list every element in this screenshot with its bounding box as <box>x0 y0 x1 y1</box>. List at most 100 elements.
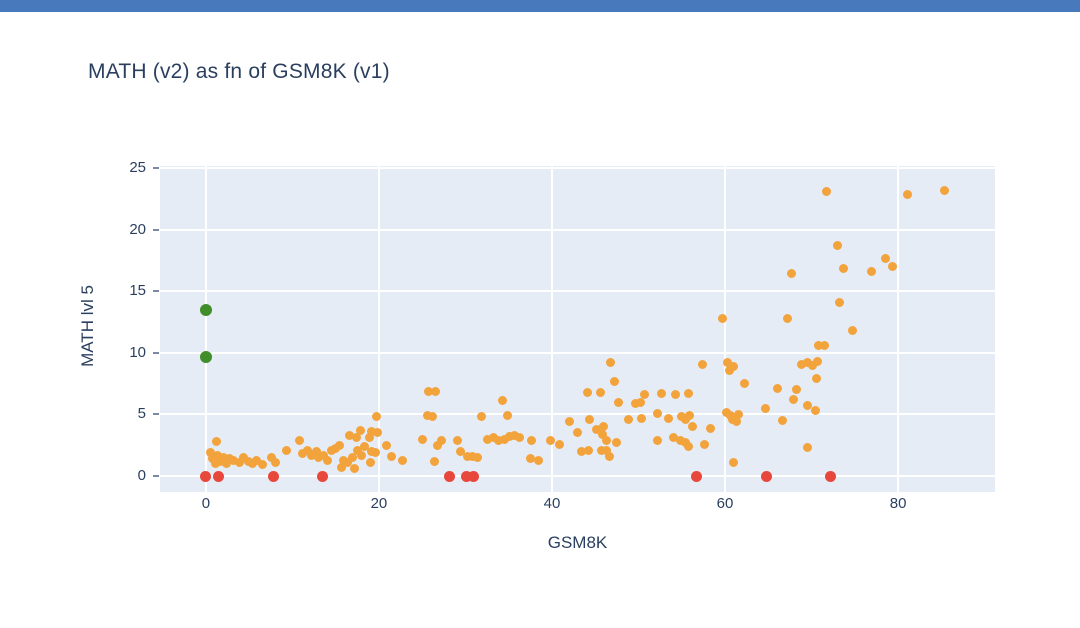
scatter-point-orange[interactable] <box>514 433 524 443</box>
scatter-point-red[interactable] <box>213 470 225 482</box>
scatter-point-orange[interactable] <box>810 406 820 416</box>
scatter-point-orange[interactable] <box>595 387 605 397</box>
scatter-point-orange[interactable] <box>812 374 822 384</box>
scatter-point-orange[interactable] <box>731 417 741 427</box>
scatter-point-orange[interactable] <box>428 412 438 422</box>
scatter-point-orange[interactable] <box>545 435 555 445</box>
scatter-point-orange[interactable] <box>303 445 313 455</box>
scatter-point-orange[interactable] <box>239 453 249 463</box>
scatter-point-orange[interactable] <box>473 453 483 463</box>
scatter-point-orange[interactable] <box>671 390 681 400</box>
scatter-point-orange[interactable] <box>592 424 602 434</box>
scatter-point-orange[interactable] <box>417 434 427 444</box>
scatter-point-orange[interactable] <box>365 457 375 467</box>
scatter-point-orange[interactable] <box>366 427 376 437</box>
scatter-point-orange[interactable] <box>637 413 647 423</box>
scatter-point-red[interactable] <box>267 470 279 482</box>
scatter-point-orange[interactable] <box>614 397 624 407</box>
scatter-point-orange[interactable] <box>698 359 708 369</box>
scatter-point-orange[interactable] <box>371 412 381 422</box>
scatter-point-orange[interactable] <box>488 433 498 443</box>
scatter-point-orange[interactable] <box>498 396 508 406</box>
scatter-point-orange[interactable] <box>685 411 695 421</box>
scatter-point-orange[interactable] <box>462 451 472 461</box>
scatter-point-orange[interactable] <box>724 365 734 375</box>
scatter-point-orange[interactable] <box>347 453 357 463</box>
scatter-point-orange[interactable] <box>773 384 783 394</box>
scatter-point-orange[interactable] <box>609 376 619 386</box>
scatter-point-orange[interactable] <box>382 440 392 450</box>
scatter-point-orange[interactable] <box>453 435 463 445</box>
scatter-point-red[interactable] <box>444 470 456 482</box>
scatter-point-orange[interactable] <box>881 253 891 263</box>
scatter-point-orange[interactable] <box>802 358 812 368</box>
scatter-point-red[interactable] <box>825 470 837 482</box>
scatter-point-orange[interactable] <box>839 263 849 273</box>
scatter-point-orange[interactable] <box>235 457 245 467</box>
scatter-point-red[interactable] <box>460 470 472 482</box>
scatter-point-orange[interactable] <box>584 414 594 424</box>
scatter-point-orange[interactable] <box>664 413 674 423</box>
scatter-point-orange[interactable] <box>343 457 353 467</box>
scatter-point-orange[interactable] <box>208 454 218 464</box>
plot-area[interactable] <box>160 166 995 492</box>
scatter-point-orange[interactable] <box>222 459 232 469</box>
scatter-point-orange[interactable] <box>294 435 304 445</box>
scatter-point-orange[interactable] <box>821 187 831 197</box>
scatter-point-orange[interactable] <box>813 357 823 367</box>
scatter-point-orange[interactable] <box>350 464 360 474</box>
scatter-point-orange[interactable] <box>740 379 750 389</box>
scatter-point-orange[interactable] <box>359 441 369 451</box>
scatter-point-orange[interactable] <box>604 451 614 461</box>
scatter-point-orange[interactable] <box>211 437 221 447</box>
scatter-point-orange[interactable] <box>281 445 291 455</box>
scatter-point-orange[interactable] <box>335 440 345 450</box>
scatter-point-orange[interactable] <box>322 455 332 465</box>
scatter-point-orange[interactable] <box>802 401 812 411</box>
scatter-point-orange[interactable] <box>356 425 366 435</box>
scatter-point-orange[interactable] <box>606 358 616 368</box>
scatter-point-orange[interactable] <box>564 417 574 427</box>
scatter-point-orange[interactable] <box>337 462 347 472</box>
scatter-point-orange[interactable] <box>675 435 685 445</box>
scatter-point-orange[interactable] <box>597 429 607 439</box>
scatter-point-orange[interactable] <box>312 446 322 456</box>
scatter-point-orange[interactable] <box>601 445 611 455</box>
scatter-point-orange[interactable] <box>436 435 446 445</box>
scatter-point-orange[interactable] <box>723 358 733 368</box>
scatter-point-orange[interactable] <box>526 435 536 445</box>
scatter-point-orange[interactable] <box>218 453 228 463</box>
scatter-point-green[interactable] <box>199 303 212 316</box>
scatter-point-orange[interactable] <box>705 423 715 433</box>
scatter-point-orange[interactable] <box>782 314 792 324</box>
scatter-point-orange[interactable] <box>503 411 513 421</box>
scatter-point-orange[interactable] <box>684 441 694 451</box>
scatter-point-orange[interactable] <box>370 448 380 458</box>
scatter-point-orange[interactable] <box>364 433 374 443</box>
scatter-point-orange[interactable] <box>834 298 844 308</box>
scatter-point-orange[interactable] <box>601 435 611 445</box>
scatter-point-orange[interactable] <box>505 432 515 442</box>
scatter-point-orange[interactable] <box>423 386 433 396</box>
scatter-point-orange[interactable] <box>205 448 215 458</box>
scatter-point-red[interactable] <box>761 470 773 482</box>
scatter-point-orange[interactable] <box>792 385 802 395</box>
scatter-point-orange[interactable] <box>668 433 678 443</box>
scatter-point-orange[interactable] <box>482 434 492 444</box>
scatter-point-red[interactable] <box>317 470 329 482</box>
scatter-point-orange[interactable] <box>802 443 812 453</box>
scatter-point-orange[interactable] <box>429 456 439 466</box>
scatter-point-orange[interactable] <box>687 422 697 432</box>
scatter-point-orange[interactable] <box>777 416 787 426</box>
scatter-point-orange[interactable] <box>313 453 323 463</box>
scatter-point-orange[interactable] <box>653 408 663 418</box>
scatter-point-orange[interactable] <box>372 428 382 438</box>
scatter-point-orange[interactable] <box>386 451 396 461</box>
scatter-point-orange[interactable] <box>352 445 362 455</box>
scatter-point-orange[interactable] <box>306 450 316 460</box>
scatter-point-orange[interactable] <box>252 455 262 465</box>
scatter-point-red[interactable] <box>200 470 212 482</box>
scatter-point-orange[interactable] <box>866 267 876 277</box>
scatter-point-orange[interactable] <box>493 435 503 445</box>
scatter-point-orange[interactable] <box>455 446 465 456</box>
